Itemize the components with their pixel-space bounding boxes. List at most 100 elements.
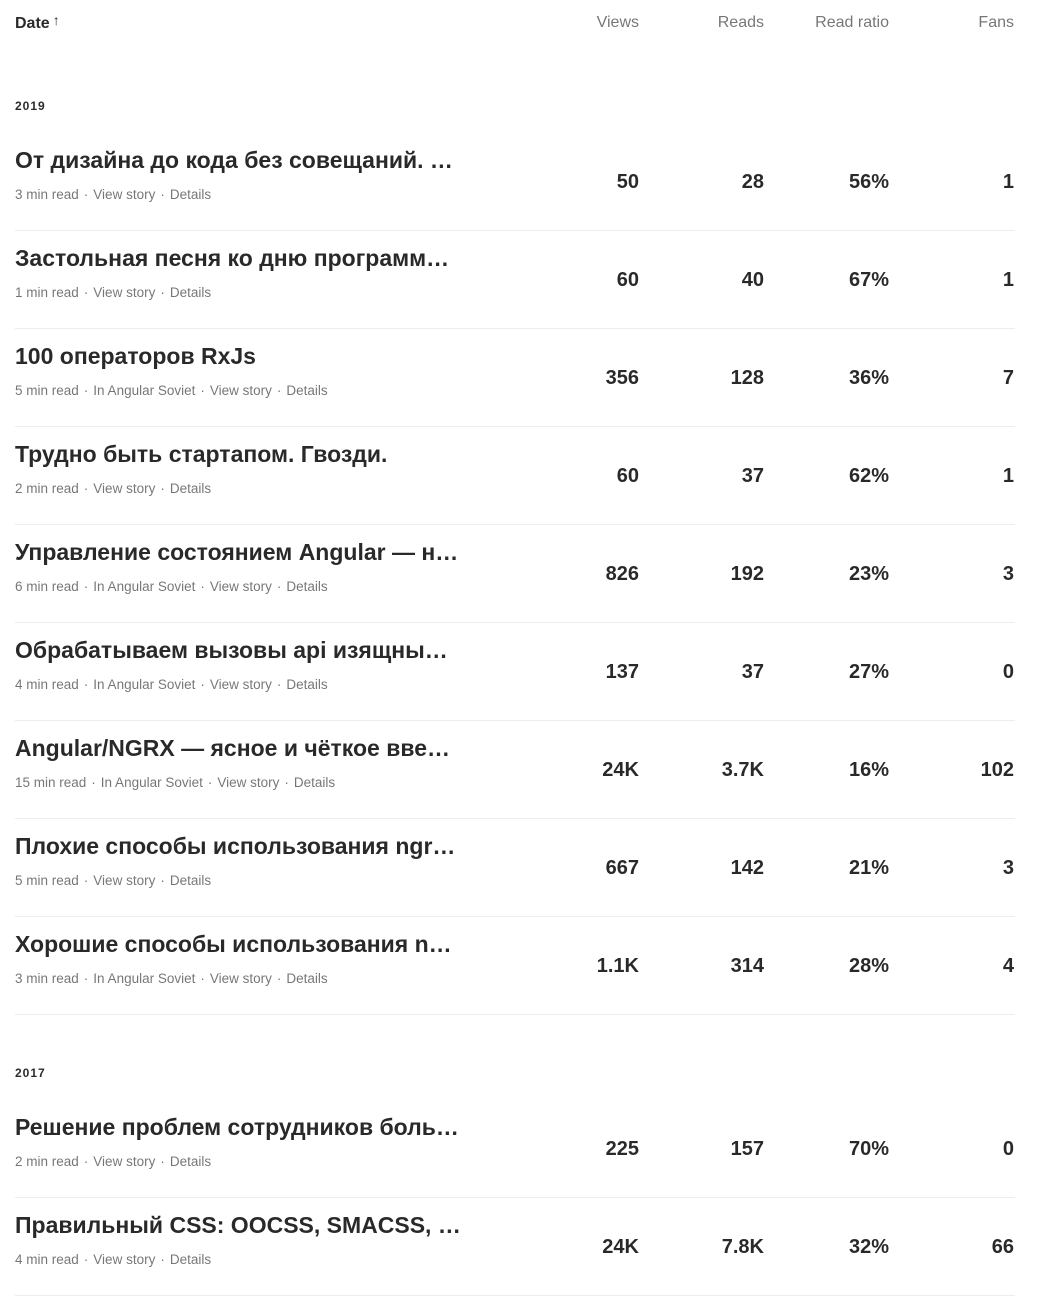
reads-value: 40 bbox=[741, 269, 764, 291]
read-time: 5 min read bbox=[15, 383, 79, 398]
view-story-link[interactable]: View story bbox=[93, 873, 156, 888]
story-title[interactable]: От дизайна до кода без совещаний. Как мы… bbox=[15, 147, 463, 173]
story-row: Застольная песня ко дню программиста 1 mi… bbox=[15, 231, 1015, 329]
separator-dot: · bbox=[83, 1252, 89, 1267]
read-ratio-value: 23% bbox=[848, 563, 889, 585]
views-value: 667 bbox=[605, 857, 639, 879]
read-ratio-value: 32% bbox=[848, 1236, 889, 1258]
separator-dot: · bbox=[276, 383, 282, 398]
story-row: От дизайна до кода без совещаний. Как мы… bbox=[15, 133, 1015, 231]
header-views: Views bbox=[596, 14, 639, 31]
view-story-link[interactable]: View story bbox=[209, 579, 272, 594]
separator-dot: · bbox=[83, 579, 89, 594]
view-story-link[interactable]: View story bbox=[209, 971, 272, 986]
details-link[interactable]: Details bbox=[169, 1154, 212, 1169]
story-row: Трудно быть стартапом. Гвозди. 2 min read… bbox=[15, 427, 1015, 525]
story-title[interactable]: 100 операторов RxJs bbox=[15, 343, 256, 369]
separator-dot: · bbox=[284, 775, 289, 790]
views-value: 60 bbox=[616, 465, 639, 487]
story-title[interactable]: Правильный CSS: OOCSS, SMACSS, BEM, MCSS bbox=[15, 1212, 463, 1238]
publication-link[interactable]: In Angular Soviet bbox=[100, 775, 203, 790]
header-reads: Reads bbox=[717, 14, 764, 31]
views-value: 137 bbox=[605, 661, 639, 683]
read-ratio-value: 27% bbox=[848, 661, 889, 683]
view-story-link[interactable]: View story bbox=[217, 775, 280, 790]
story-meta: 2 min read · View story · Details bbox=[15, 480, 211, 498]
read-ratio-value: 21% bbox=[848, 857, 889, 879]
separator-dot: · bbox=[83, 187, 89, 202]
details-link[interactable]: Details bbox=[286, 971, 328, 986]
details-link[interactable]: Details bbox=[169, 873, 212, 888]
story-title[interactable]: Решение проблем сотрудников больших комп… bbox=[15, 1114, 463, 1140]
story-title[interactable]: Плохие способы использования ngrx в Angu… bbox=[15, 833, 463, 859]
separator-dot: · bbox=[200, 971, 205, 986]
reads-value: 142 bbox=[730, 857, 764, 879]
separator-dot: · bbox=[83, 971, 89, 986]
separator-dot: · bbox=[200, 677, 205, 692]
fans-value: 7 bbox=[1002, 367, 1014, 389]
fans-value: 0 bbox=[1002, 1138, 1014, 1160]
views-value: 24K bbox=[602, 1236, 639, 1258]
views-value: 1.1K bbox=[596, 955, 639, 977]
view-story-link[interactable]: View story bbox=[93, 187, 156, 202]
publication-link[interactable]: In Angular Soviet bbox=[93, 677, 196, 692]
details-link[interactable]: Details bbox=[286, 579, 328, 594]
details-link[interactable]: Details bbox=[169, 187, 212, 202]
separator-dot: · bbox=[276, 677, 282, 692]
story-meta: 5 min read · View story · Details bbox=[15, 872, 211, 890]
view-story-link[interactable]: View story bbox=[209, 677, 272, 692]
fans-value: 1 bbox=[1002, 171, 1014, 193]
read-ratio-value: 28% bbox=[848, 955, 889, 977]
view-story-link[interactable]: View story bbox=[93, 481, 156, 496]
story-title[interactable]: Управление состоянием Angular — не тольк… bbox=[15, 539, 463, 565]
reads-value: 3.7K bbox=[721, 759, 764, 781]
header-date-label: Date bbox=[15, 15, 50, 32]
publication-link[interactable]: In Angular Soviet bbox=[93, 579, 196, 594]
story-row: Управление состоянием Angular — не тольк… bbox=[15, 525, 1015, 623]
story-row: 100 операторов RxJs 5 min read · In Angular… bbox=[15, 329, 1015, 427]
year-heading: 2019 bbox=[15, 99, 46, 113]
story-meta: 3 min read · View story · Details bbox=[15, 186, 211, 204]
separator-dot: · bbox=[160, 873, 165, 888]
story-title[interactable]: Обрабатываем вызовы api изящным способом bbox=[15, 637, 463, 663]
fans-value: 1 bbox=[1002, 269, 1014, 291]
views-value: 60 bbox=[616, 269, 639, 291]
story-title[interactable]: Хорошие способы использования ngrx в Ang… bbox=[15, 931, 463, 957]
views-value: 225 bbox=[605, 1138, 639, 1160]
view-story-link[interactable]: View story bbox=[93, 285, 156, 300]
story-groups: 2019 От дизайна до кода без совещаний. Ка… bbox=[15, 96, 1015, 1296]
separator-dot: · bbox=[83, 677, 89, 692]
details-link[interactable]: Details bbox=[169, 285, 212, 300]
read-time: 3 min read bbox=[15, 187, 79, 202]
details-link[interactable]: Details bbox=[286, 383, 328, 398]
details-link[interactable]: Details bbox=[286, 677, 328, 692]
views-value: 826 bbox=[605, 563, 639, 585]
separator-dot: · bbox=[160, 187, 165, 202]
story-meta: 4 min read · View story · Details bbox=[15, 1251, 211, 1269]
header-fans: Fans bbox=[978, 14, 1014, 31]
story-title[interactable]: Angular/NGRX — ясное и чёткое введение д… bbox=[15, 735, 463, 761]
details-link[interactable]: Details bbox=[169, 1252, 212, 1267]
sort-by-date-button[interactable]: Date ↑ bbox=[15, 12, 60, 33]
details-link[interactable]: Details bbox=[169, 481, 212, 496]
story-row: Обрабатываем вызовы api изящным способом… bbox=[15, 623, 1015, 721]
separator-dot: · bbox=[83, 1154, 89, 1169]
story-meta: 4 min read · In Angular Soviet · View story ·… bbox=[15, 676, 328, 694]
publication-link[interactable]: In Angular Soviet bbox=[93, 971, 196, 986]
details-link[interactable]: Details bbox=[293, 775, 336, 790]
separator-dot: · bbox=[200, 383, 205, 398]
read-ratio-value: 62% bbox=[848, 465, 889, 487]
read-time: 6 min read bbox=[15, 579, 79, 594]
story-row: Правильный CSS: OOCSS, SMACSS, BEM, MCSS… bbox=[15, 1198, 1015, 1296]
story-title[interactable]: Трудно быть стартапом. Гвозди. bbox=[15, 441, 388, 467]
story-title[interactable]: Застольная песня ко дню программиста bbox=[15, 245, 463, 271]
view-story-link[interactable]: View story bbox=[209, 383, 272, 398]
view-story-link[interactable]: View story bbox=[93, 1154, 156, 1169]
view-story-link[interactable]: View story bbox=[93, 1252, 156, 1267]
reads-value: 314 bbox=[730, 955, 764, 977]
fans-value: 4 bbox=[1002, 955, 1014, 977]
reads-value: 157 bbox=[730, 1138, 764, 1160]
read-time: 4 min read bbox=[15, 677, 79, 692]
separator-dot: · bbox=[276, 971, 282, 986]
publication-link[interactable]: In Angular Soviet bbox=[93, 383, 196, 398]
